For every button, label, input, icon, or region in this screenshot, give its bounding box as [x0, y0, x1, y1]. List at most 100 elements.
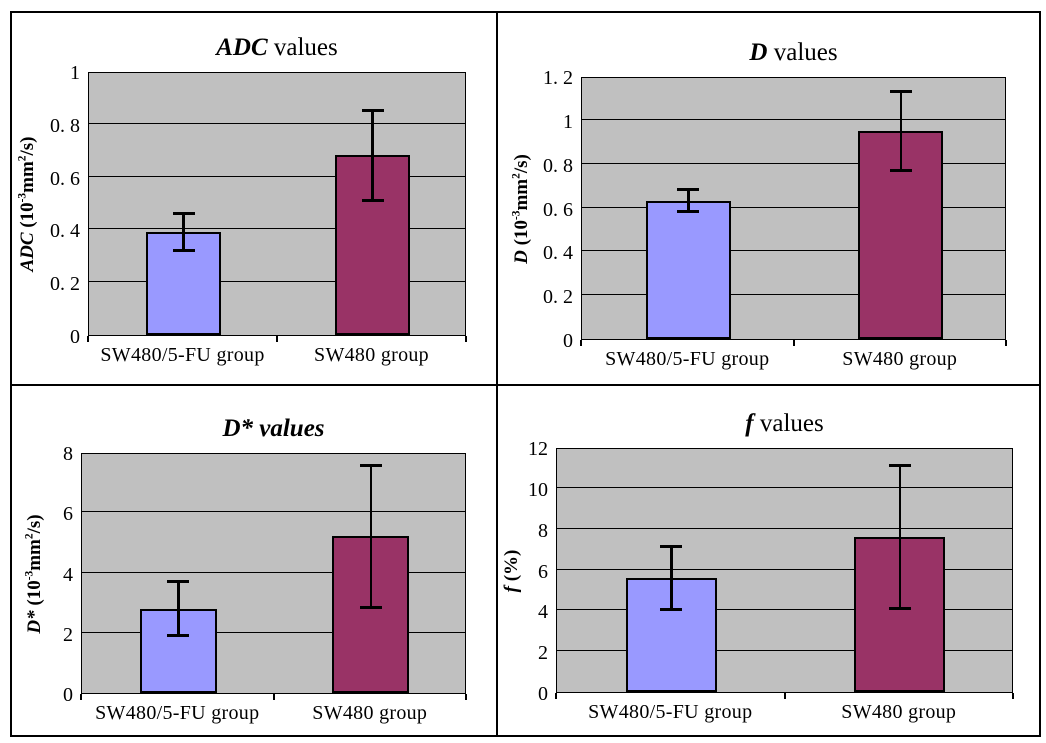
- category-axis-tick: [465, 336, 467, 342]
- category-axis-tick: [276, 336, 278, 342]
- gridline: [89, 228, 465, 230]
- y-tick-label: 2: [538, 642, 548, 665]
- text-segment: 2: [16, 155, 29, 162]
- y-tick-label: 1: [70, 62, 80, 84]
- x-tick-label: SW480/5-FU group: [100, 344, 265, 366]
- error-bar-cap-top: [888, 463, 911, 467]
- chart-title: D* values: [81, 411, 466, 447]
- y-tick-label: 4: [538, 601, 548, 624]
- x-tick-label: SW480 group: [314, 344, 429, 366]
- y-tick-label: 0. 2: [50, 273, 80, 296]
- y-tick-label: 1. 2: [543, 67, 573, 89]
- x-tick-label: SW480 group: [841, 701, 957, 723]
- error-bar-line: [369, 465, 372, 608]
- y-tick-label: 0. 8: [543, 154, 573, 177]
- text-segment: ADC: [216, 34, 268, 61]
- error-bar-cap-bottom: [359, 605, 382, 609]
- plot-area: 0 0. 2 0. 4 0. 6 0. 8 1 1. 2: [543, 67, 1006, 352]
- error-bar-line: [371, 110, 374, 201]
- y-tick-label: 8: [63, 443, 73, 465]
- category-axis-tick: [272, 694, 275, 700]
- text-segment: 2: [23, 532, 36, 539]
- text-segment: D* values: [222, 415, 325, 442]
- gridline: [82, 511, 465, 513]
- x-tick-label: SW480 group: [312, 702, 428, 724]
- error-bar-cap-top: [677, 188, 700, 192]
- error-bar-cap-top: [889, 89, 912, 93]
- text-segment: (10: [511, 219, 532, 245]
- error-bar-cap-bottom: [167, 634, 190, 638]
- gridline: [557, 486, 1012, 488]
- category-axis-tick: [555, 693, 557, 699]
- y-tick-label: 0. 6: [543, 198, 573, 221]
- error-bar-cap-bottom: [361, 198, 384, 202]
- gridline: [89, 122, 465, 124]
- error-bar-line: [899, 91, 902, 171]
- text-segment: -3: [16, 192, 29, 203]
- y-tick-label: 2: [63, 623, 73, 646]
- plot-area: 0 2 4 6 8: [63, 443, 466, 706]
- x-tick-label: SW480 group: [842, 348, 958, 370]
- text-segment: D: [749, 39, 768, 66]
- chart-panel-f: f values f (%) 0 2 4 6 8 10 12 SW480/5-FU group SW…: [498, 386, 1039, 735]
- gridline: [557, 609, 1012, 611]
- gridline: [89, 175, 465, 177]
- error-bar-line: [687, 189, 690, 212]
- bar-sw480-5fu-group: [645, 200, 731, 339]
- error-bar-line: [898, 465, 901, 609]
- gridline: [582, 294, 1005, 296]
- gridline: [82, 631, 465, 633]
- gridline: [582, 118, 1005, 120]
- error-bar-line: [177, 581, 180, 636]
- text-segment: values: [267, 34, 338, 61]
- chart-title: ADC values: [88, 30, 466, 66]
- text-segment: f: [745, 410, 754, 437]
- category-axis-tick: [87, 336, 89, 342]
- chart-panel-adc: ADC values ADC (10-3mm2/s) 0 0. 2 0. 4 0. 6 0.…: [12, 13, 498, 386]
- gridline: [557, 527, 1012, 529]
- y-tick-label: 0: [70, 326, 80, 348]
- y-tick-label: 1: [563, 110, 573, 133]
- y-tick-label: 0. 4: [543, 242, 573, 265]
- y-tick-label: 0. 8: [50, 114, 80, 137]
- error-bar-cap-top: [167, 580, 190, 584]
- y-tick-label: 4: [63, 563, 73, 586]
- gridline: [82, 571, 465, 573]
- error-bar-cap-top: [660, 544, 683, 548]
- category-axis-tick: [792, 340, 795, 346]
- plot-area: 0 0. 2 0. 4 0. 6 0. 8 1: [50, 62, 466, 348]
- error-bar-cap-bottom: [660, 607, 683, 611]
- x-tick-label: SW480/5-FU group: [588, 701, 753, 723]
- y-tick-label: 0. 4: [50, 220, 80, 243]
- figure-frame: ADC values ADC (10-3mm2/s) 0 0. 2 0. 4 0. 6 0.…: [10, 11, 1041, 737]
- error-bar-cap-bottom: [677, 210, 700, 214]
- chart-title: f values: [556, 406, 1013, 442]
- error-bar-cap-top: [361, 109, 384, 113]
- text-segment: values: [753, 410, 824, 437]
- y-tick-label: 0. 2: [543, 286, 573, 309]
- text-segment: /s): [17, 136, 38, 156]
- y-tick-label: 12: [528, 438, 548, 460]
- error-bar-line: [670, 546, 673, 610]
- gridline: [582, 162, 1005, 164]
- text-segment: values: [767, 39, 838, 66]
- y-tick-label: 0. 6: [50, 167, 80, 190]
- y-tick-label: 0: [538, 683, 548, 705]
- plot-area: 0 2 4 6 8 10 12: [528, 438, 1013, 705]
- error-bar-cap-bottom: [889, 168, 912, 172]
- category-axis-tick: [465, 694, 467, 700]
- gridline: [557, 650, 1012, 652]
- y-tick-label: 0: [63, 684, 73, 706]
- y-tick-label: 0: [563, 330, 573, 352]
- error-bar-cap-top: [359, 464, 382, 468]
- bar-sw480-group: [332, 536, 410, 693]
- gridline: [557, 568, 1012, 570]
- chart-title: D values: [581, 35, 1006, 71]
- y-tick-label: 6: [538, 560, 548, 583]
- x-tick-label: SW480/5-FU group: [95, 702, 260, 724]
- gridline: [89, 281, 465, 283]
- error-bar-cap-top: [172, 212, 195, 216]
- gridline: [582, 206, 1005, 208]
